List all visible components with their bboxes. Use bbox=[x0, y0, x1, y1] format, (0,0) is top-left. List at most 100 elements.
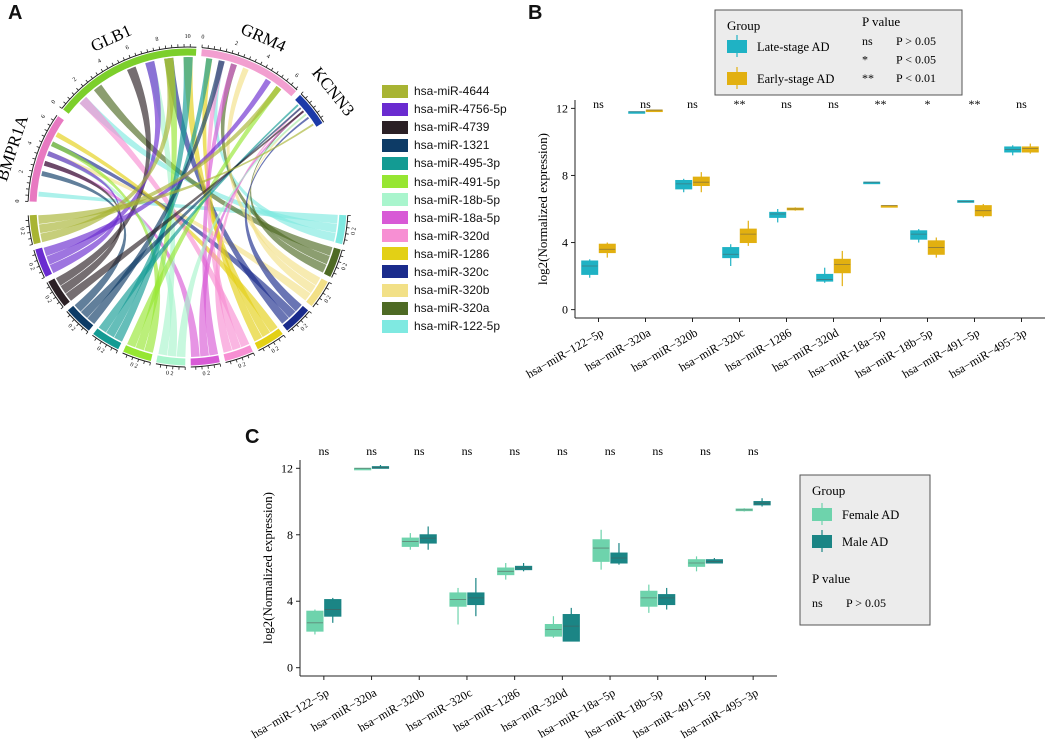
mirna-tick-label: 0 2 bbox=[238, 362, 247, 370]
chord-ribbon bbox=[248, 113, 316, 294]
gene-tick bbox=[313, 105, 316, 108]
mirna-tick bbox=[71, 319, 75, 322]
gene-tick bbox=[276, 71, 279, 74]
gene-tick bbox=[111, 62, 114, 66]
significance-label: ns bbox=[462, 444, 473, 458]
legend-swatch bbox=[382, 247, 408, 261]
significance-label: ns bbox=[1016, 97, 1027, 111]
box bbox=[562, 614, 580, 642]
mirna-tick bbox=[125, 354, 128, 358]
mirna-tick bbox=[304, 315, 308, 319]
mirna-tick-label: 0 2 bbox=[27, 262, 35, 271]
legend-item: hsa-miR-320a bbox=[382, 299, 507, 317]
chord-ribbon bbox=[79, 96, 250, 348]
mirna-tick bbox=[267, 345, 271, 349]
pvalue-text: P > 0.05 bbox=[846, 596, 886, 610]
mirna-tick bbox=[28, 238, 32, 240]
gene-tick bbox=[41, 134, 45, 137]
gene-tick bbox=[219, 47, 222, 51]
mirna-tick bbox=[131, 357, 134, 361]
mirna-tick bbox=[46, 286, 50, 289]
legend-item: hsa-miR-320d bbox=[382, 227, 507, 245]
mirna-tick bbox=[110, 347, 113, 351]
mirna-tick bbox=[137, 359, 140, 363]
chord-ribbon bbox=[183, 57, 271, 338]
box bbox=[581, 260, 599, 275]
legend-swatch bbox=[382, 193, 408, 207]
gene-tick-label: 6 bbox=[40, 114, 47, 120]
legend-swatch bbox=[382, 175, 408, 189]
pvalue-symbol: * bbox=[862, 53, 868, 67]
mirna-tick bbox=[247, 355, 250, 359]
gene-tick bbox=[152, 47, 155, 51]
significance-label: ns bbox=[687, 97, 698, 111]
gene-tick bbox=[100, 68, 104, 72]
legend-label: hsa-miR-122-5p bbox=[414, 319, 501, 334]
chord-ribbon bbox=[98, 104, 299, 333]
legend-label: hsa-miR-320c bbox=[414, 264, 489, 279]
mirna-tick bbox=[99, 341, 102, 345]
gene-tick bbox=[286, 78, 289, 82]
gene-label: BMPR1A bbox=[0, 112, 32, 183]
gene-tick-label: 0 bbox=[51, 99, 58, 105]
significance-label: ns bbox=[593, 97, 604, 111]
legend-title: Group bbox=[727, 18, 760, 33]
mirna-tick bbox=[253, 352, 256, 356]
legend-item: hsa-miR-495-3p bbox=[382, 154, 507, 172]
significance-label: ns bbox=[509, 444, 520, 458]
gene-tick bbox=[27, 176, 31, 178]
chord-ribbon bbox=[202, 58, 263, 342]
y-axis-label: log2(Normalized expression) bbox=[260, 492, 275, 644]
mirna-tick bbox=[342, 249, 346, 252]
mirna-tick-label: 0 2 bbox=[351, 227, 358, 235]
mirna-tick-label: 0 2 bbox=[300, 323, 310, 333]
gene-tick-label: 10 bbox=[185, 34, 191, 40]
box bbox=[401, 537, 419, 547]
chord-ribbon bbox=[215, 107, 302, 353]
gene-tick bbox=[47, 123, 51, 126]
gene-tick bbox=[158, 46, 161, 50]
mirna-tick bbox=[53, 296, 57, 300]
gene-axis bbox=[27, 114, 58, 202]
legend-item: hsa-miR-491-5p bbox=[382, 172, 507, 190]
significance-label: * bbox=[925, 97, 931, 111]
mirna-tick bbox=[149, 362, 151, 366]
mirna-arc bbox=[223, 345, 253, 362]
pvalue-text: P > 0.05 bbox=[896, 34, 936, 48]
legend-swatch bbox=[382, 138, 408, 152]
box bbox=[692, 176, 710, 187]
mirna-tick bbox=[235, 359, 238, 363]
pvalue-title: P value bbox=[862, 14, 900, 29]
legend-label: hsa-miR-4739 bbox=[414, 120, 490, 135]
gene-tick bbox=[34, 151, 38, 154]
box bbox=[592, 539, 610, 562]
mirna-tick-label: 0 2 bbox=[96, 346, 106, 355]
mirna-arc bbox=[67, 305, 94, 331]
legend-label: hsa-miR-320b bbox=[414, 283, 490, 298]
mirna-arc bbox=[29, 214, 41, 245]
mirna-arc bbox=[306, 278, 328, 307]
legend-key bbox=[812, 508, 832, 521]
y-tick-label: 4 bbox=[562, 236, 568, 250]
mirna-tick bbox=[345, 233, 349, 235]
mirna-tick bbox=[32, 254, 36, 256]
box bbox=[324, 599, 342, 617]
gene-tick bbox=[237, 52, 240, 56]
box bbox=[739, 228, 757, 244]
gene-tick-label: 6 bbox=[293, 73, 299, 80]
legend-label: Male AD bbox=[842, 535, 888, 549]
gene-tick bbox=[316, 110, 320, 113]
legend-item: hsa-miR-18b-5p bbox=[382, 191, 507, 209]
gene-tick bbox=[90, 75, 93, 79]
chord-ribbon bbox=[127, 85, 282, 348]
mirna-tick bbox=[278, 338, 281, 342]
gene-tick bbox=[320, 115, 324, 118]
legend-item: hsa-miR-320b bbox=[382, 281, 507, 299]
mirna-arc bbox=[35, 247, 53, 277]
legend-box bbox=[714, 9, 963, 96]
legend-swatch bbox=[382, 120, 408, 134]
mirna-arc bbox=[93, 328, 122, 350]
legend-label: hsa-miR-320d bbox=[414, 228, 490, 243]
y-tick-label: 4 bbox=[287, 594, 293, 608]
significance-label: ns bbox=[828, 97, 839, 111]
